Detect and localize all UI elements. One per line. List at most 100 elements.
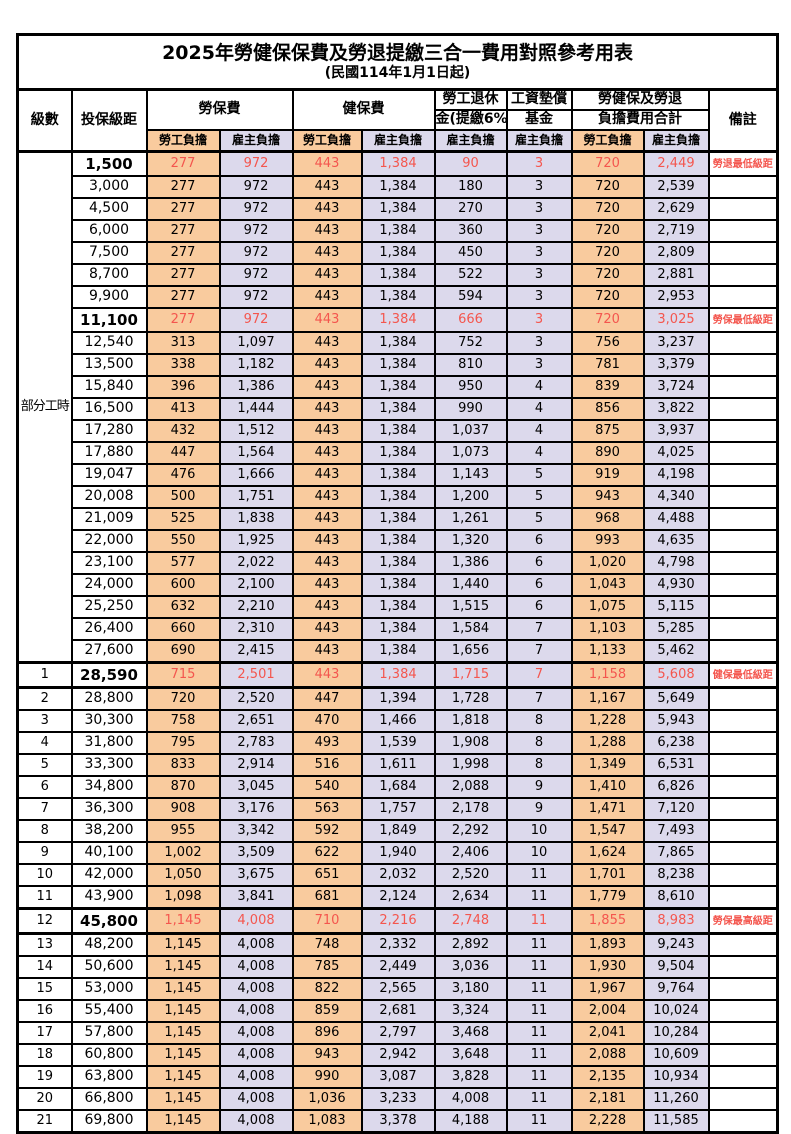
note-cell <box>707 932 779 957</box>
total-employer-cell: 4,930 <box>642 573 710 597</box>
health-employer-cell: 1,384 <box>360 595 436 619</box>
header-share-row: 勞工負擔 雇主負擔 勞工負擔 雇主負擔 雇主負擔 雇主負擔 勞工負擔 雇主負擔 <box>18 129 778 153</box>
pension-employer-cell: 450 <box>433 241 508 265</box>
level-cell: 14 <box>16 955 73 979</box>
total-employee-cell: 1,471 <box>570 797 645 821</box>
note-cell: 勞保最低級距 <box>707 307 779 333</box>
total-employee-cell: 720 <box>570 197 645 221</box>
note-cell <box>707 397 779 421</box>
col-header-pension-line1: 勞工退休 <box>433 88 508 111</box>
bracket-cell: 8,700 <box>70 263 148 287</box>
total-employee-cell: 1,228 <box>570 709 645 733</box>
health-employer-cell: 1,384 <box>360 175 436 199</box>
total-employer-cell: 3,237 <box>642 331 710 355</box>
wage-fund-employer-cell: 6 <box>505 551 573 575</box>
note-cell <box>707 1021 779 1045</box>
health-employee-cell: 447 <box>291 686 363 711</box>
subheader-pension-employer: 雇主負擔 <box>433 129 508 153</box>
level-cell: 10 <box>16 863 73 887</box>
wage-fund-employer-cell: 7 <box>505 686 573 711</box>
labor-employer-cell: 1,564 <box>218 441 294 465</box>
note-cell <box>707 775 779 799</box>
wage-fund-employer-cell: 4 <box>505 397 573 421</box>
health-employee-cell: 748 <box>291 932 363 957</box>
health-employer-cell: 1,384 <box>360 241 436 265</box>
table-row: 10 42,000 1,050 3,675 651 2,032 2,520 11 1,701 8,… <box>16 863 779 887</box>
health-employer-cell: 1,384 <box>360 353 436 377</box>
labor-employee-cell: 277 <box>145 285 221 309</box>
bracket-cell: 7,500 <box>70 241 148 265</box>
total-employer-cell: 2,539 <box>642 175 710 199</box>
health-employee-cell: 443 <box>291 375 363 399</box>
total-employee-cell: 1,930 <box>570 955 645 979</box>
total-employee-cell: 2,135 <box>570 1065 645 1089</box>
total-employee-cell: 1,133 <box>570 639 645 664</box>
total-employee-cell: 781 <box>570 353 645 377</box>
note-cell <box>707 797 779 821</box>
total-employee-cell: 1,020 <box>570 551 645 575</box>
health-employee-cell: 443 <box>291 661 363 689</box>
total-employer-cell: 8,983 <box>642 907 710 935</box>
note-cell: 健保最低級距 <box>707 661 779 689</box>
labor-employer-cell: 1,097 <box>218 331 294 355</box>
bracket-cell: 12,540 <box>70 331 148 355</box>
note-cell <box>707 955 779 979</box>
labor-employee-cell: 720 <box>145 686 221 711</box>
labor-employer-cell: 4,008 <box>218 977 294 1001</box>
bracket-cell: 69,800 <box>70 1109 148 1134</box>
health-employer-cell: 1,384 <box>360 529 436 553</box>
table-body: 部分工時 1,500 277 972 443 1,384 90 3 720 2,449 勞退最低級距… <box>16 150 779 1134</box>
labor-employee-cell: 277 <box>145 197 221 221</box>
pension-employer-cell: 1,728 <box>433 686 508 711</box>
health-employer-cell: 1,849 <box>360 819 436 843</box>
health-employee-cell: 943 <box>291 1043 363 1067</box>
table-row: 27,600 690 2,415 443 1,384 1,656 7 1,133 5,462 <box>18 639 779 664</box>
wage-fund-employer-cell: 11 <box>505 863 573 887</box>
total-employer-cell: 7,120 <box>642 797 710 821</box>
health-employee-cell: 563 <box>291 797 363 821</box>
health-employee-cell: 443 <box>291 241 363 265</box>
pension-employer-cell: 752 <box>433 331 508 355</box>
note-cell <box>707 331 779 355</box>
health-employee-cell: 443 <box>291 285 363 309</box>
wage-fund-employer-cell: 3 <box>505 353 573 377</box>
pension-employer-cell: 4,008 <box>433 1087 508 1111</box>
total-employee-cell: 919 <box>570 463 645 487</box>
health-employer-cell: 2,681 <box>360 999 436 1023</box>
labor-employer-cell: 1,838 <box>218 507 294 531</box>
pension-employer-cell: 2,292 <box>433 819 508 843</box>
labor-employer-cell: 972 <box>218 241 294 265</box>
wage-fund-employer-cell: 8 <box>505 709 573 733</box>
health-employee-cell: 859 <box>291 999 363 1023</box>
total-employer-cell: 2,809 <box>642 241 710 265</box>
note-cell <box>707 863 779 887</box>
health-employer-cell: 1,384 <box>360 331 436 355</box>
table-row: 11,100 277 972 443 1,384 666 3 720 3,025 勞保最低級距 <box>18 307 779 333</box>
total-employee-cell: 1,547 <box>570 819 645 843</box>
health-employer-cell: 2,216 <box>360 907 436 935</box>
wage-fund-employer-cell: 4 <box>505 441 573 465</box>
health-employer-cell: 2,565 <box>360 977 436 1001</box>
bracket-cell: 27,600 <box>70 639 148 664</box>
wage-fund-employer-cell: 9 <box>505 797 573 821</box>
wage-fund-employer-cell: 3 <box>505 175 573 199</box>
labor-employer-cell: 972 <box>218 263 294 287</box>
labor-employer-cell: 1,666 <box>218 463 294 487</box>
level-cell: 18 <box>16 1043 73 1067</box>
health-employee-cell: 443 <box>291 441 363 465</box>
labor-employee-cell: 525 <box>145 507 221 531</box>
labor-employee-cell: 277 <box>145 219 221 243</box>
level-cell: 1 <box>16 661 73 689</box>
total-employee-cell: 720 <box>570 241 645 265</box>
table-row: 23,100 577 2,022 443 1,384 1,386 6 1,020 4,798 <box>18 551 779 575</box>
labor-employee-cell: 1,145 <box>145 1065 221 1089</box>
total-employer-cell: 5,115 <box>642 595 710 619</box>
health-employer-cell: 3,378 <box>360 1109 436 1134</box>
health-employer-cell: 1,757 <box>360 797 436 821</box>
bracket-cell: 33,300 <box>70 753 148 777</box>
labor-employee-cell: 1,145 <box>145 1109 221 1134</box>
health-employee-cell: 681 <box>291 885 363 910</box>
health-employee-cell: 443 <box>291 595 363 619</box>
health-employer-cell: 1,384 <box>360 197 436 221</box>
health-employee-cell: 443 <box>291 307 363 333</box>
